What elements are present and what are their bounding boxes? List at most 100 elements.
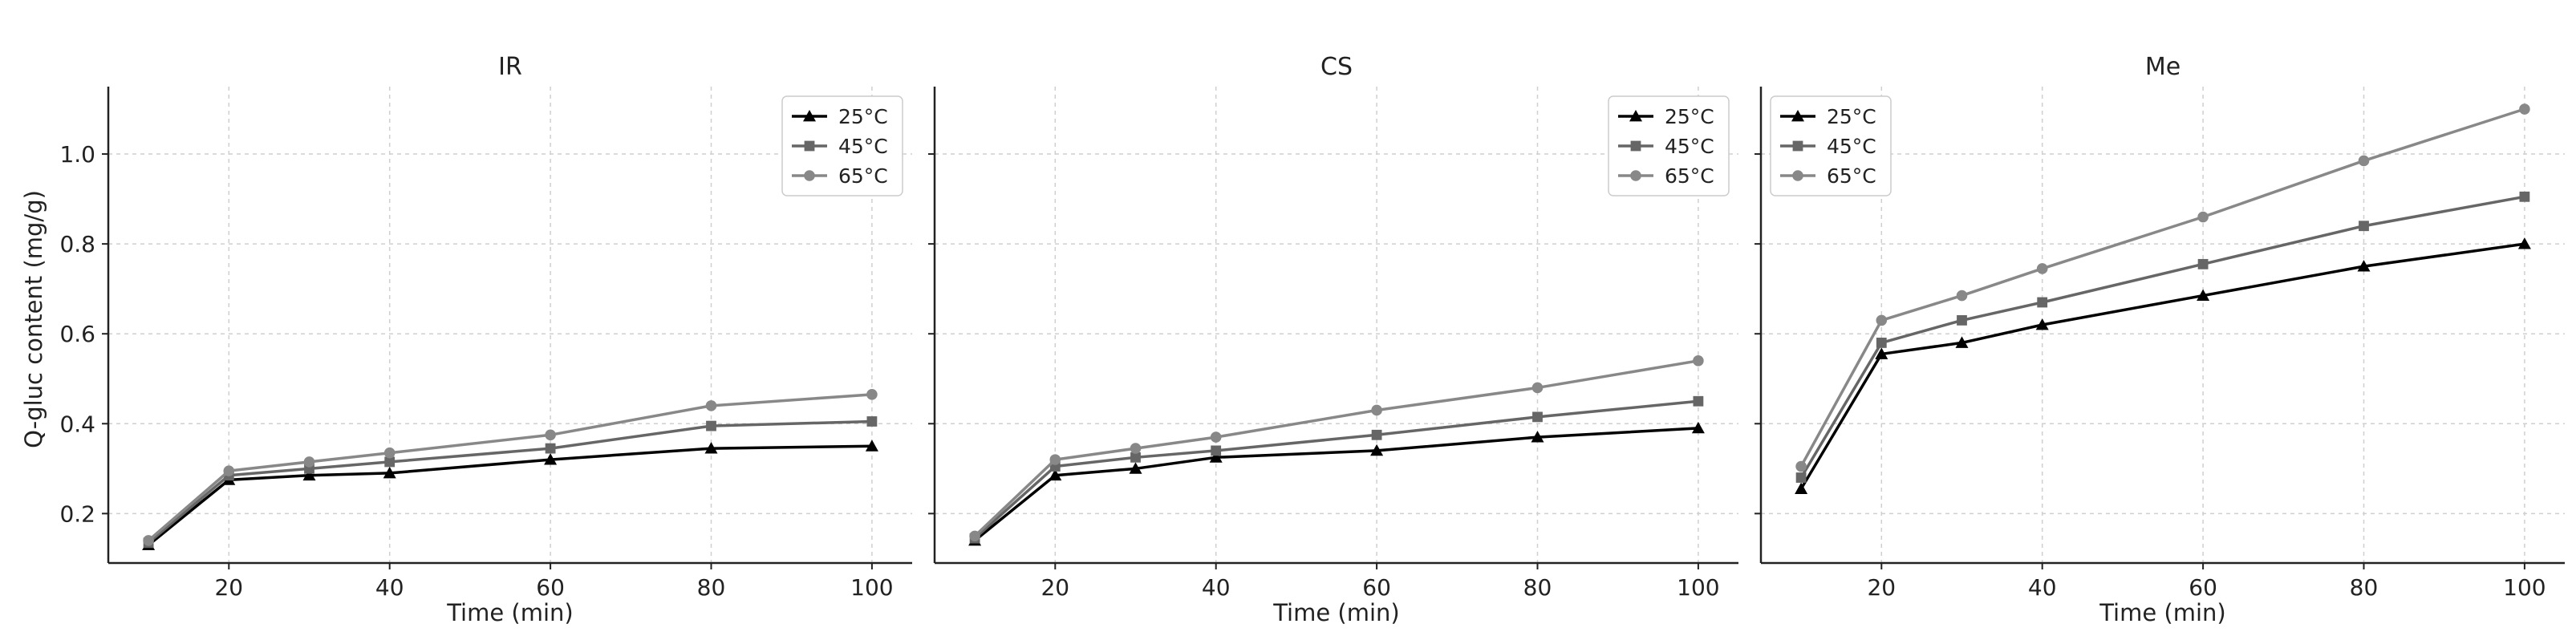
x-tick-label: 60 — [2189, 574, 2217, 601]
x-tick-label: 20 — [214, 574, 243, 601]
legend-marker — [1630, 140, 1641, 152]
data-point — [865, 439, 878, 452]
data-point — [544, 453, 558, 465]
data-point — [1371, 404, 1382, 416]
data-point — [383, 447, 396, 459]
x-axis-label: Time (min) — [446, 599, 574, 626]
data-point — [1129, 462, 1142, 474]
data-point — [2519, 191, 2530, 202]
data-point — [2359, 221, 2369, 232]
data-point — [2037, 297, 2048, 308]
legend-marker — [1791, 110, 1804, 122]
x-tick-label: 80 — [697, 574, 726, 601]
data-point — [2197, 211, 2209, 223]
series-line — [1799, 242, 2525, 490]
data-point — [2036, 263, 2048, 274]
series-65°C — [143, 389, 878, 546]
x-tick-label: 20 — [1867, 574, 1896, 601]
series-line — [1799, 107, 2525, 468]
x-tick-label: 100 — [2503, 574, 2546, 601]
legend-marker — [1630, 170, 1641, 181]
legend: 25°C 45°C 65°C — [1608, 95, 1730, 196]
legend-marker — [1629, 110, 1642, 122]
data-point — [1209, 451, 1223, 463]
legend-label: 25°C — [1827, 105, 1876, 128]
legend-marker — [804, 170, 815, 181]
y-axis-label: Q-gluc content (mg/g) — [20, 190, 47, 448]
y-tick-label: 0.4 — [59, 411, 95, 437]
data-point — [1876, 338, 1887, 348]
panel-cs: 20 40 60 80 100 CS Time (min) 25°C 45°C 65°C — [928, 53, 1738, 626]
x-axis-label: Time (min) — [1272, 599, 1400, 626]
data-point — [1130, 452, 1141, 463]
data-point — [2197, 258, 2209, 269]
series-25°C — [968, 421, 1705, 546]
data-point — [1795, 482, 1808, 494]
data-point — [1130, 443, 1142, 454]
x-tick-label: 40 — [2028, 574, 2057, 601]
series-25°C — [142, 439, 878, 550]
data-point — [1795, 460, 1807, 472]
legend-label: 65°C — [1827, 164, 1876, 188]
legend-label: 65°C — [838, 164, 888, 188]
data-point — [1049, 468, 1062, 481]
legend-marker — [804, 140, 815, 152]
legend-label: 45°C — [1665, 135, 1714, 158]
data-point — [706, 420, 716, 431]
data-point — [1049, 454, 1061, 465]
legend-item: 65°C — [1780, 164, 1876, 188]
series-line — [1799, 195, 2525, 479]
y-tick-label: 0.2 — [59, 500, 95, 527]
y-tick-label: 0.6 — [59, 321, 95, 347]
data-point — [1693, 355, 1704, 367]
data-point — [705, 400, 717, 411]
panel-title: Me — [2145, 53, 2180, 81]
legend-item: 45°C — [1780, 135, 1876, 158]
x-tick-label: 80 — [2350, 574, 2379, 601]
x-tick-label: 60 — [536, 574, 565, 601]
data-point — [1531, 431, 1544, 443]
x-tick-label: 100 — [850, 574, 893, 601]
data-point — [1957, 314, 1967, 326]
data-point — [1532, 411, 1543, 423]
data-point — [1211, 445, 1222, 456]
legend-label: 25°C — [838, 105, 888, 128]
panel-me: 20 40 60 80 100 Me Time (min) 25°C 45°C 65°C — [1755, 53, 2565, 626]
x-tick-label: 60 — [1362, 574, 1391, 601]
data-point — [704, 442, 718, 454]
data-point — [2517, 237, 2531, 249]
legend-marker — [803, 110, 816, 122]
legend-item: 45°C — [792, 135, 888, 158]
data-point — [1875, 347, 1888, 359]
y-tick-label: 1.0 — [59, 141, 95, 168]
series-line — [973, 427, 1698, 542]
legend-label: 25°C — [1665, 105, 1714, 128]
series-65°C — [1795, 103, 2530, 472]
data-point — [1210, 431, 1222, 443]
data-point — [1691, 421, 1705, 434]
series-line — [147, 393, 873, 542]
x-tick-label: 20 — [1041, 574, 1069, 601]
data-point — [866, 416, 878, 427]
data-point — [2358, 155, 2370, 167]
data-point — [1371, 429, 1382, 440]
data-point — [383, 466, 396, 479]
data-point — [2035, 318, 2049, 330]
y-tick-label: 0.8 — [59, 231, 95, 257]
legend-label: 45°C — [1827, 135, 1876, 158]
data-point — [545, 429, 556, 441]
legend: 25°C 45°C 65°C — [781, 95, 903, 196]
data-point — [302, 468, 316, 481]
panel-title: IR — [498, 53, 522, 81]
series-line — [973, 399, 1699, 540]
legend-item: 45°C — [1618, 135, 1714, 158]
legend: 25°C 45°C 65°C — [1770, 95, 1892, 196]
legend-label: 65°C — [1665, 164, 1714, 188]
panel-title: CS — [1320, 53, 1353, 81]
data-point — [384, 456, 396, 468]
data-point — [1876, 314, 1888, 326]
data-point — [1531, 382, 1544, 394]
legend-marker — [1792, 140, 1803, 152]
data-point — [1370, 444, 1384, 456]
